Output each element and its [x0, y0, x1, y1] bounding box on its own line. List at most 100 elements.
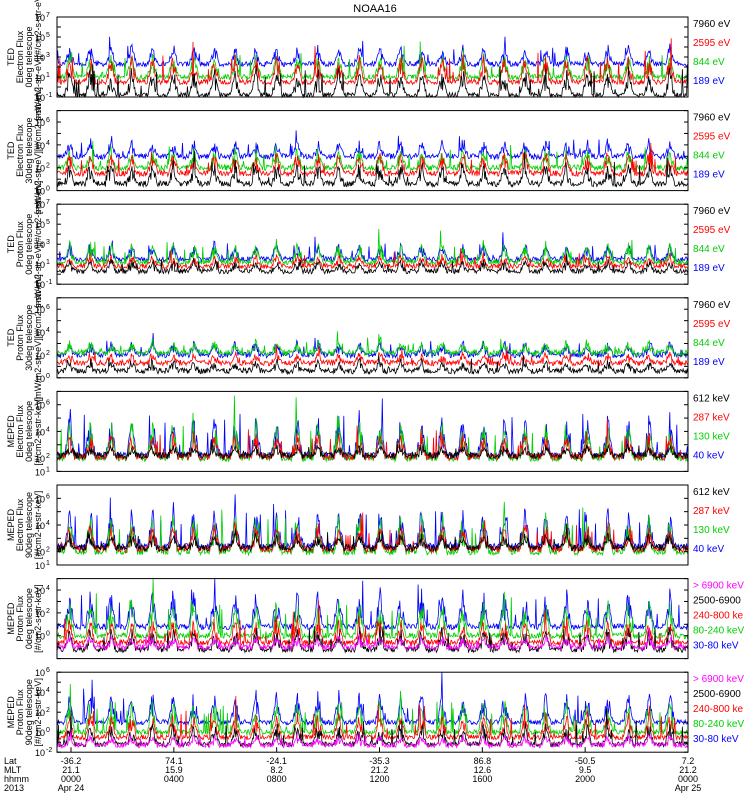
panel-1-series-2 [56, 41, 689, 81]
legend-entry: 7960 eV [693, 206, 731, 217]
y-axis-label: Proton Flux [15, 595, 25, 642]
y-tick-exponent: 2 [46, 453, 50, 460]
panel-2-series-4 [56, 150, 689, 189]
panel-5-series-2 [56, 395, 689, 463]
x-tick-label-mlt: 21.1 [62, 765, 80, 775]
y-tick-exponent: 1 [46, 466, 50, 473]
x-tick-label-mlt: 9.5 [579, 765, 592, 775]
y-axis-label: 0deg telescope [24, 401, 34, 462]
y-tick-exponent: 7 [46, 12, 50, 19]
legend-entry: 80-240 keV [693, 719, 744, 730]
y-axis-label: [#/cm2-s-str-keV] [33, 678, 43, 747]
y-tick-label: 10 [35, 200, 45, 210]
legend-entry: 2595 eV [693, 38, 731, 49]
panel-8-series-5 [56, 729, 689, 750]
x-tick-label-lat: -24.1 [266, 756, 287, 766]
y-axis-label: 30deg telescope [24, 118, 34, 184]
y-tick-label: 10 [35, 53, 45, 63]
x-tick-label-hhmm: 0800 [267, 774, 287, 784]
y-axis-label: 0deg telescope [24, 588, 34, 649]
y-axis-label: [#/cm2-s-str-keV] [33, 584, 43, 653]
legend-entry: 7960 eV [693, 300, 731, 311]
y-tick-label: 10 [35, 141, 45, 151]
y-axis-label: Electron Flux [15, 498, 25, 551]
y-tick-label: 10 [35, 548, 45, 558]
legend-entry: 130 keV [693, 431, 730, 442]
legend-entry: 2595 eV [693, 319, 731, 330]
legend-entry: 7960 eV [693, 113, 731, 124]
y-tick-label: 10 [35, 164, 45, 174]
panel-1-series-1 [56, 36, 689, 68]
y-tick-label: 10 [35, 280, 45, 290]
y-tick-exponent: 2 [46, 350, 50, 357]
panel-4-series-3 [56, 344, 689, 368]
y-tick-label: 10 [35, 708, 45, 718]
x-tick-label-mlt: 8.2 [270, 765, 283, 775]
x-tick-label-hhmm: 0000 [678, 774, 698, 784]
y-axis-label: Electron Flux [15, 124, 25, 177]
y-axis-label: [#/cm2-s-str-keV] [33, 491, 43, 560]
legend-entry: 80-240 keV [693, 626, 744, 637]
legend-entry: 612 keV [693, 487, 730, 498]
y-tick-label: 10 [35, 118, 45, 128]
legend-entry: > 6900 keV [693, 581, 744, 592]
y-axis-label: Proton Flux [15, 689, 25, 736]
y-tick-label: 10 [35, 494, 45, 504]
legend-entry: 844 eV [693, 338, 725, 349]
legend-entry: 844 eV [693, 57, 725, 68]
x-tick-label-lat: 86.8 [474, 756, 492, 766]
y-tick-label: 10 [35, 586, 45, 596]
y-axis-label: 90deg telescope [24, 679, 34, 745]
x-tick-label-hhmm: 2000 [575, 774, 595, 784]
y-tick-label: 10 [35, 401, 45, 411]
panel-4-series-4 [56, 354, 689, 376]
y-tick-exponent: 4 [46, 426, 50, 433]
panel-5-series-3 [56, 418, 689, 462]
panel-6-series-1 [56, 494, 689, 552]
legend-entry: 40 keV [693, 544, 724, 555]
y-axis-label: Proton Flux [15, 314, 25, 361]
y-axis-label: TED [6, 235, 16, 254]
y-tick-label: 10 [35, 220, 45, 230]
panel-6-series-4 [56, 523, 689, 553]
y-tick-exponent: 2 [46, 608, 50, 615]
y-tick-label: 10 [35, 668, 45, 678]
y-tick-exponent: 3 [46, 52, 50, 59]
y-tick-exponent: 6 [46, 400, 50, 407]
panel-3-series-4 [56, 253, 689, 275]
figure-title: NOAA16 [353, 3, 396, 15]
y-tick-exponent: 4 [46, 585, 50, 592]
legend-entry: 612 keV [693, 393, 730, 404]
y-tick-exponent: 6 [46, 304, 50, 311]
y-tick-label: 10 [35, 260, 45, 270]
legend-entry: 240-800 ke [693, 704, 743, 715]
x-tick-label-lat: -35.3 [369, 756, 390, 766]
y-tick-exponent: 0 [46, 373, 50, 380]
y-tick-label: 10 [35, 561, 45, 571]
panel-7-frame [56, 578, 689, 660]
legend-entry: 2595 eV [693, 225, 731, 236]
y-tick-exponent: 1 [46, 72, 50, 79]
y-tick-label: 10 [35, 13, 45, 23]
legend-entry: 30-80 keV [693, 734, 739, 745]
y-axis-label: 30deg telescope [24, 305, 34, 371]
y-tick-exponent: 6 [46, 667, 50, 674]
y-tick-label: 10 [35, 748, 45, 758]
y-axis-label: 90deg telescope [24, 492, 34, 558]
legend-entry: 189 eV [693, 357, 725, 368]
y-axis-label: MEPED [6, 696, 16, 729]
y-tick-label: 10 [35, 688, 45, 698]
x-tick-label-date: Apr 25 [675, 783, 702, 793]
x-tick-label-hhmm: 0400 [164, 774, 184, 784]
x-tick-label-hhmm: 0000 [61, 774, 81, 784]
x-row-label: 2013 [4, 783, 24, 793]
y-tick-label: 10 [35, 33, 45, 43]
